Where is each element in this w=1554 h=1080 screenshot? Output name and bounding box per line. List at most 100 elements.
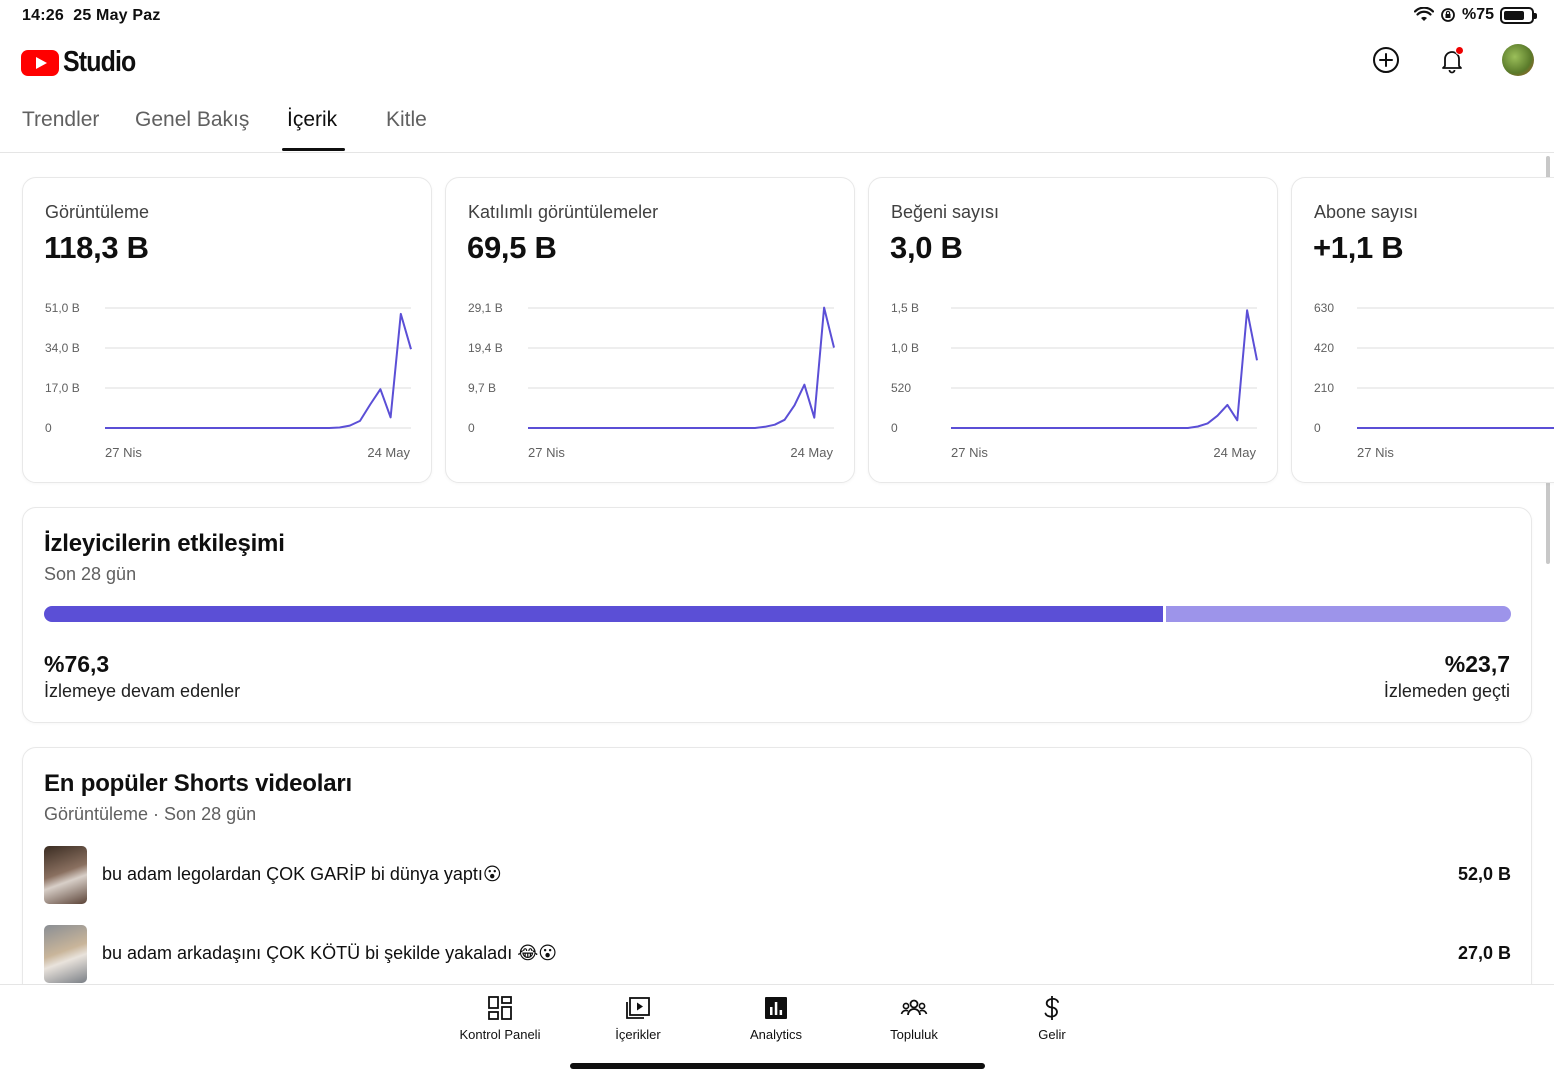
nav-label: İçerikler: [615, 1027, 661, 1042]
engagement-bar-swiped: [1166, 606, 1511, 622]
nav-content[interactable]: İçerikler: [578, 993, 698, 1042]
y-tick-label: 0: [45, 421, 52, 435]
stayed-label: İzlemeye devam edenler: [44, 681, 241, 701]
x-tick-label: 24 May: [1213, 445, 1256, 460]
short-thumbnail: [44, 846, 87, 904]
wifi-icon: [1413, 7, 1434, 21]
y-tick-label: 17,0 B: [45, 381, 80, 395]
tab-kitle[interactable]: Kitle: [386, 108, 427, 131]
x-tick-label: 24 May: [790, 445, 833, 460]
stat-card-subscribers[interactable]: Abone sayısı +1,1 B 630 420 210 0 27 Nis: [1291, 177, 1554, 483]
y-tick-label: 9,7 B: [468, 381, 496, 395]
add-circle-icon: [1373, 47, 1399, 73]
y-tick-label: 0: [468, 421, 475, 435]
stat-card-views[interactable]: Görüntüleme 118,3 B 51,0 B 34,0 B 17,0 B 0 2…: [22, 177, 432, 483]
tab-icerik[interactable]: İçerik: [287, 108, 338, 131]
series-line: [105, 312, 412, 429]
nav-label: Gelir: [1038, 1027, 1066, 1042]
youtube-studio-logo[interactable]: Studio: [21, 46, 147, 79]
y-tick-label: 51,0 B: [45, 301, 80, 315]
engagement-card: İzleyicilerin etkileşimi Son 28 gün %76,…: [22, 507, 1532, 723]
y-tick-label: 0: [1314, 421, 1321, 435]
engagement-subtitle: Son 28 gün: [44, 564, 137, 584]
nav-analytics[interactable]: Analytics: [716, 993, 836, 1042]
app-header: Studio: [0, 36, 1554, 88]
youtube-play-icon: [21, 49, 59, 76]
y-tick-label: 19,4 B: [468, 341, 503, 355]
y-tick-label: 1,5 B: [891, 301, 919, 315]
engagement-bar: [44, 606, 1511, 622]
battery-icon: [1500, 6, 1537, 24]
engagement-bar-stayed: [44, 606, 1164, 622]
y-tick-label: 630: [1314, 301, 1334, 315]
nav-earn[interactable]: Gelir: [992, 993, 1112, 1042]
y-tick-label: 29,1 B: [468, 301, 503, 315]
tab-bar: Trendler Genel Bakış İçerik Kitle: [0, 96, 1554, 153]
analytics-icon: [765, 997, 787, 1019]
engaged-views-chart: 29,1 B 19,4 B 9,7 B 0 27 Nis 24 May: [468, 301, 835, 460]
stat-value: 3,0 B: [890, 230, 963, 265]
short-views: 52,0 B: [1457, 864, 1511, 884]
engagement-title: İzleyicilerin etkileşimi: [44, 530, 285, 557]
top-shorts-subtitle: Görüntüleme · Son 28 gün: [44, 804, 257, 824]
dollar-icon: [1044, 996, 1059, 1020]
short-views: 27,0 B: [1457, 943, 1511, 963]
content-icon: [626, 997, 650, 1019]
views-chart: 51,0 B 34,0 B 17,0 B 0 27 Nis 24 May: [45, 301, 412, 460]
dashboard-icon: [488, 996, 512, 1020]
swiped-label: İzlemeden geçti: [1383, 681, 1510, 701]
stat-label: Abone sayısı: [1314, 202, 1419, 222]
create-button[interactable]: [1370, 44, 1402, 76]
y-tick-label: 520: [891, 381, 911, 395]
swiped-value: %23,7: [1444, 651, 1510, 677]
stat-value: +1,1 B: [1313, 230, 1404, 265]
short-title: bu adam arkadaşını ÇOK KÖTÜ bi şekilde y…: [102, 943, 557, 963]
y-tick-label: 420: [1314, 341, 1334, 355]
avatar[interactable]: [1502, 44, 1534, 76]
x-tick-label: 27 Nis: [105, 445, 142, 460]
status-right: %75: [1413, 6, 1537, 24]
series-line: [951, 309, 1258, 429]
battery-percent: %75: [1461, 6, 1494, 23]
x-tick-label: 27 Nis: [951, 445, 988, 460]
notification-badge: [1455, 46, 1464, 55]
x-tick-label: 27 Nis: [528, 445, 565, 460]
stat-label: Görüntüleme: [45, 202, 150, 222]
stat-label: Beğeni sayısı: [891, 202, 1000, 222]
short-row[interactable]: bu adam arkadaşını ÇOK KÖTÜ bi şekilde y…: [44, 925, 1511, 983]
notifications-button[interactable]: [1436, 44, 1468, 76]
top-shorts-title: En popüler Shorts videoları: [44, 770, 352, 797]
subscribers-chart: 630 420 210 0 27 Nis: [1314, 301, 1554, 460]
orientation-lock-icon: [1441, 8, 1455, 22]
stat-value: 118,3 B: [44, 230, 149, 265]
status-time: 14:26 25 May Paz: [22, 7, 161, 24]
series-line: [528, 306, 835, 429]
home-indicator: [570, 1063, 985, 1069]
nav-label: Topluluk: [890, 1027, 938, 1042]
y-tick-label: 0: [891, 421, 898, 435]
x-tick-label: 24 May: [367, 445, 410, 460]
stat-card-engaged-views[interactable]: Katılımlı görüntülemeler 69,5 B 29,1 B 19…: [445, 177, 855, 483]
likes-chart: 1,5 B 1,0 B 520 0 27 Nis 24 May: [891, 301, 1258, 460]
y-tick-label: 210: [1314, 381, 1334, 395]
stat-value: 69,5 B: [467, 230, 557, 265]
nav-label: Kontrol Paneli: [459, 1027, 541, 1042]
stat-card-likes[interactable]: Beğeni sayısı 3,0 B 1,5 B 1,0 B 520 0 27 Nis…: [868, 177, 1278, 483]
stayed-value: %76,3: [44, 651, 110, 677]
y-tick-label: 1,0 B: [891, 341, 919, 355]
x-tick-label: 27 Nis: [1357, 445, 1394, 460]
short-thumbnail: [44, 925, 87, 983]
community-icon: [900, 999, 928, 1016]
active-tab-indicator: [282, 148, 345, 151]
short-row[interactable]: bu adam legolardan ÇOK GARİP bi dünya ya…: [44, 846, 1511, 904]
stat-label: Katılımlı görüntülemeler: [468, 202, 659, 222]
nav-community[interactable]: Topluluk: [854, 993, 974, 1042]
tab-genel-bakis[interactable]: Genel Bakış: [135, 108, 250, 131]
nav-dashboard[interactable]: Kontrol Paneli: [440, 993, 560, 1042]
nav-label: Analytics: [749, 1027, 803, 1042]
y-tick-label: 34,0 B: [45, 341, 80, 355]
logo-text: Studio: [63, 46, 136, 78]
status-bar: 14:26 25 May Paz %75: [0, 0, 1554, 32]
short-title: bu adam legolardan ÇOK GARİP bi dünya ya…: [102, 864, 502, 884]
tab-trendler[interactable]: Trendler: [22, 108, 100, 131]
